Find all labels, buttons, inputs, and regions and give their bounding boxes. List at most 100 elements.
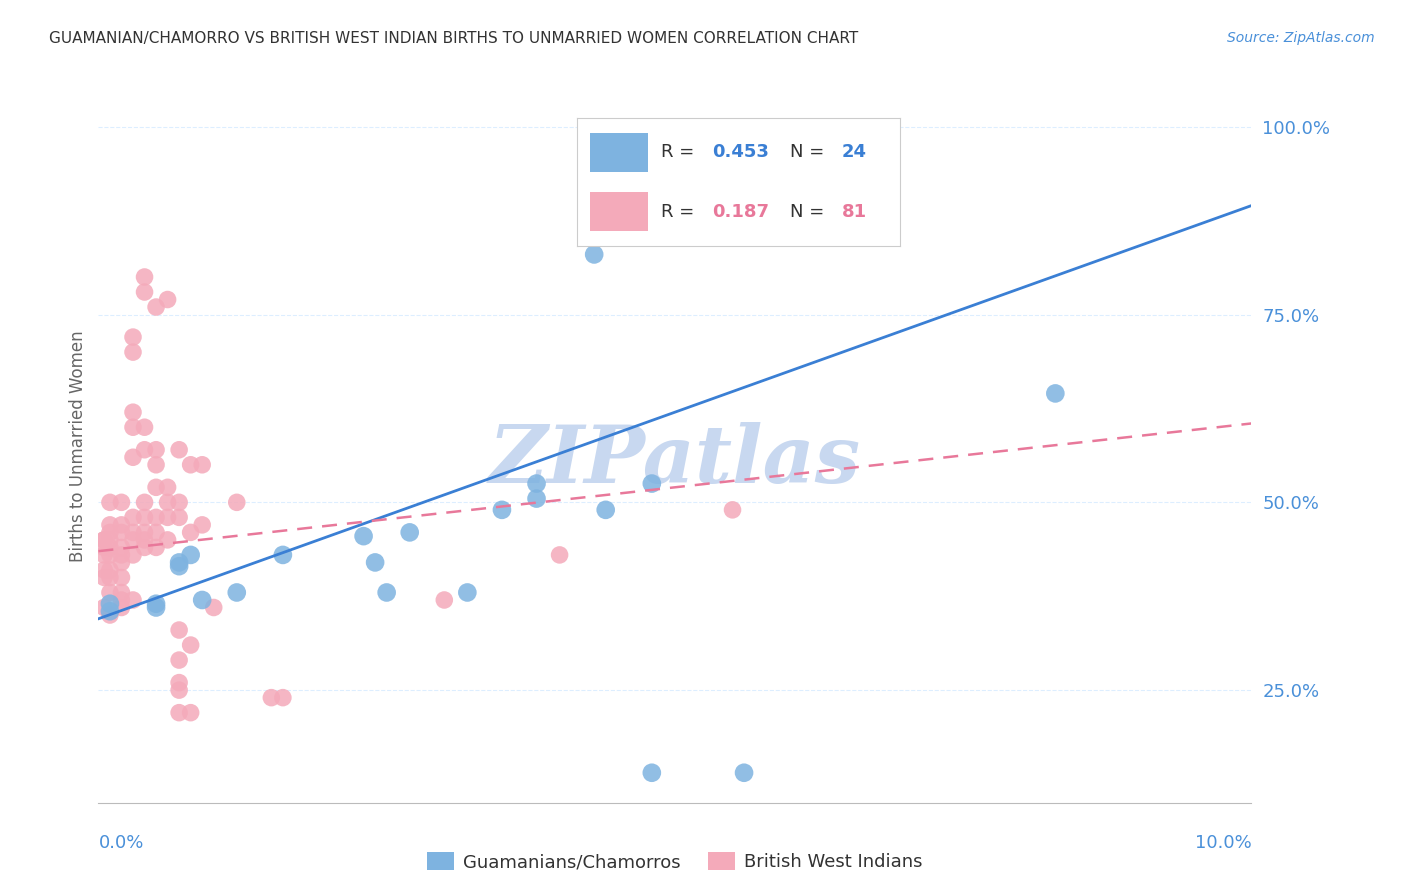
Point	[583, 247, 606, 261]
Point	[180, 525, 202, 540]
Point	[641, 765, 664, 780]
Y-axis label: Births to Unmarried Women: Births to Unmarried Women	[69, 330, 87, 562]
Point	[353, 529, 375, 543]
Point	[202, 600, 225, 615]
Point	[93, 541, 115, 555]
Point	[721, 503, 744, 517]
Point	[98, 495, 121, 509]
Point	[167, 442, 190, 457]
Point	[167, 556, 190, 570]
Point	[595, 503, 617, 517]
Point	[134, 442, 156, 457]
Point	[180, 458, 202, 472]
Point	[167, 623, 190, 637]
Point	[145, 510, 167, 524]
Point	[98, 585, 121, 599]
Text: 10.0%: 10.0%	[1195, 834, 1251, 852]
Point	[122, 345, 145, 359]
Point	[180, 706, 202, 720]
Point	[271, 548, 294, 562]
Point	[225, 495, 247, 509]
Point	[167, 653, 190, 667]
Point	[191, 593, 214, 607]
Point	[134, 285, 156, 299]
Point	[145, 541, 167, 555]
Point	[93, 600, 115, 615]
Point	[98, 548, 121, 562]
Point	[134, 495, 156, 509]
Point	[260, 690, 283, 705]
Point	[156, 510, 179, 524]
Point	[398, 525, 420, 540]
Point	[145, 597, 167, 611]
Point	[110, 517, 132, 532]
Point	[134, 270, 156, 285]
Point	[98, 570, 121, 584]
Point	[122, 450, 145, 465]
Point	[98, 541, 121, 555]
Point	[526, 476, 548, 491]
Point	[110, 556, 132, 570]
Point	[583, 142, 606, 156]
Point	[98, 525, 121, 540]
Point	[98, 607, 121, 622]
Point	[156, 480, 179, 494]
Point	[548, 548, 571, 562]
Text: ZIPatlas: ZIPatlas	[489, 422, 860, 499]
Point	[456, 585, 478, 599]
Point	[110, 541, 132, 555]
Point	[110, 570, 132, 584]
Point	[93, 563, 115, 577]
Point	[122, 525, 145, 540]
Point	[122, 510, 145, 524]
Point	[110, 600, 132, 615]
Point	[122, 548, 145, 562]
Point	[191, 458, 214, 472]
Point	[122, 330, 145, 344]
Point	[167, 675, 190, 690]
Point	[167, 495, 190, 509]
Point	[1045, 386, 1067, 401]
Point	[167, 559, 190, 574]
Point	[491, 503, 513, 517]
Point	[180, 548, 202, 562]
Point	[93, 570, 115, 584]
Point	[145, 600, 167, 615]
Point	[156, 533, 179, 547]
Legend: Guamanians/Chamorros, British West Indians: Guamanians/Chamorros, British West India…	[420, 845, 929, 879]
Point	[110, 548, 132, 562]
Point	[98, 563, 121, 577]
Point	[156, 495, 179, 509]
Point	[134, 525, 156, 540]
Point	[122, 593, 145, 607]
Point	[156, 293, 179, 307]
Point	[145, 300, 167, 314]
Text: GUAMANIAN/CHAMORRO VS BRITISH WEST INDIAN BIRTHS TO UNMARRIED WOMEN CORRELATION : GUAMANIAN/CHAMORRO VS BRITISH WEST INDIA…	[49, 31, 859, 46]
Point	[145, 525, 167, 540]
Point	[167, 683, 190, 698]
Point	[733, 765, 755, 780]
Point	[641, 476, 664, 491]
Point	[375, 585, 398, 599]
Point	[191, 517, 214, 532]
Point	[145, 480, 167, 494]
Point	[98, 533, 121, 547]
Point	[526, 491, 548, 506]
Point	[98, 597, 121, 611]
Point	[93, 533, 115, 547]
Point	[134, 541, 156, 555]
Point	[110, 495, 132, 509]
Text: 0.0%: 0.0%	[98, 834, 143, 852]
Point	[145, 442, 167, 457]
Point	[110, 585, 132, 599]
Point	[134, 420, 156, 434]
Point	[134, 533, 156, 547]
Point	[98, 604, 121, 618]
Point	[122, 533, 145, 547]
Point	[98, 517, 121, 532]
Point	[180, 638, 202, 652]
Point	[93, 548, 115, 562]
Point	[122, 420, 145, 434]
Point	[93, 533, 115, 547]
Text: Source: ZipAtlas.com: Source: ZipAtlas.com	[1227, 31, 1375, 45]
